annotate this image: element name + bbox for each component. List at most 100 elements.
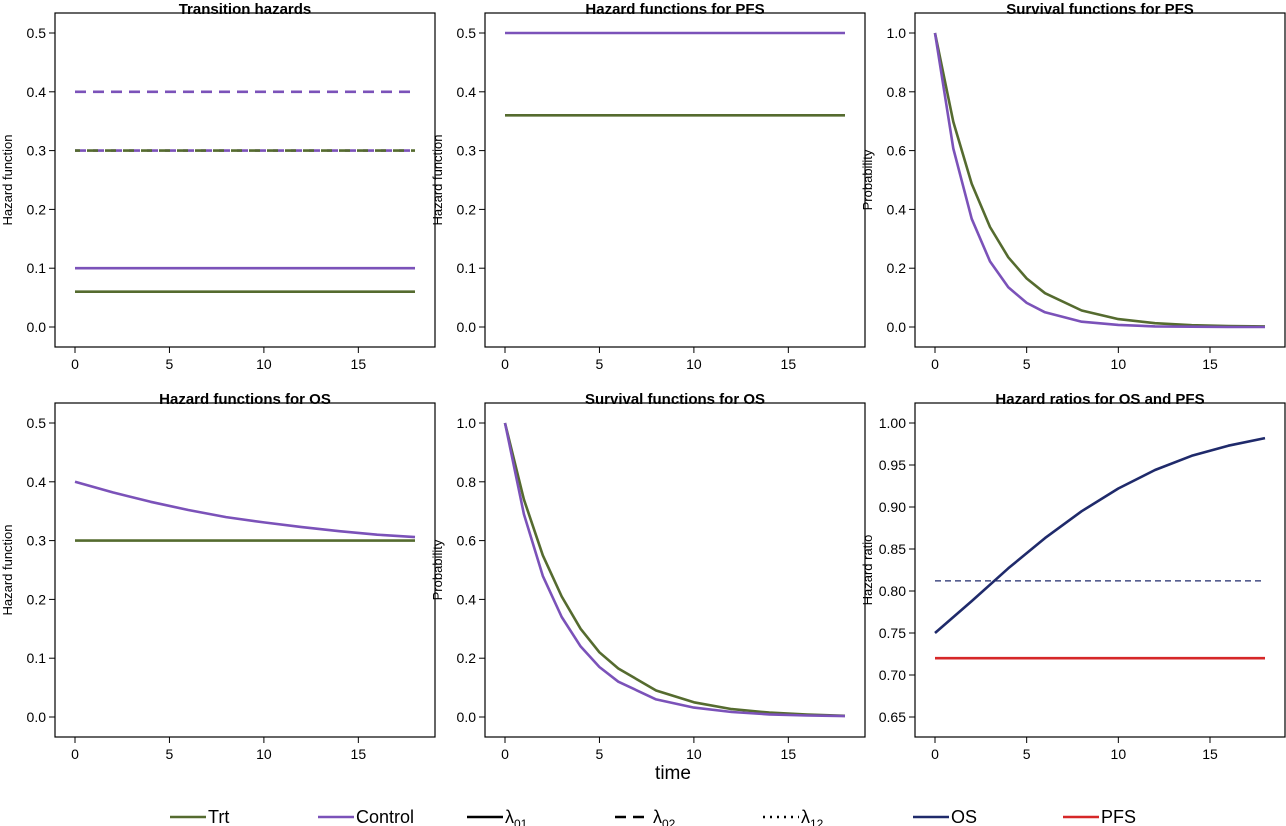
legend-label: Trt bbox=[208, 807, 229, 826]
panels: 0 5 10 15 0.0 0.1 0.2 0.3 0.4 0.5 Hazard function T… bbox=[0, 1, 1286, 762]
x-tick-label: 10 bbox=[686, 356, 702, 372]
x-tick-label: 0 bbox=[931, 746, 939, 762]
x-tick-label: 10 bbox=[256, 356, 272, 372]
y-tick-label: 0.6 bbox=[457, 533, 477, 549]
legend-label: Control bbox=[356, 807, 414, 826]
y-tick-label: 0.3 bbox=[27, 143, 47, 159]
y-axis-label: Probability bbox=[430, 539, 445, 600]
panel-hazard-functions-for-os: 0 5 10 15 0.0 0.1 0.2 0.3 0.4 0.5 Hazard function H… bbox=[0, 391, 436, 762]
panel-title: Hazard functions for OS bbox=[159, 391, 331, 408]
y-tick-label: 0.4 bbox=[457, 591, 477, 607]
panel-transition-hazards: 0 5 10 15 0.0 0.1 0.2 0.3 0.4 0.5 Hazard function T… bbox=[0, 1, 436, 372]
series-os-0 bbox=[934, 436, 1266, 634]
panel-hazard-functions-for-pfs: 0 5 10 15 0.0 0.1 0.2 0.3 0.4 0.5 Hazard function H… bbox=[430, 1, 866, 372]
legend-item-lambda-02: λ02 bbox=[615, 807, 676, 826]
y-tick-label: 0.4 bbox=[27, 474, 47, 490]
y-tick-label: 0.65 bbox=[879, 709, 906, 725]
x-tick-label: 15 bbox=[781, 356, 797, 372]
x-tick-label: 15 bbox=[1202, 356, 1218, 372]
y-tick-label: 0.1 bbox=[27, 650, 47, 666]
y-axis-label: Hazard ratio bbox=[860, 535, 875, 606]
y-tick-label: 0.4 bbox=[887, 201, 907, 217]
y-tick-label: 0.1 bbox=[457, 260, 477, 276]
plot-frame bbox=[54, 12, 436, 348]
y-axis-label: Hazard function bbox=[0, 134, 15, 225]
legend-item-os: OS bbox=[913, 807, 977, 826]
y-tick-label: 1.0 bbox=[457, 415, 477, 431]
y-axis-label: Probability bbox=[860, 149, 875, 210]
x-tick-label: 15 bbox=[351, 356, 367, 372]
legend-label: λ01 bbox=[505, 807, 528, 826]
legend-item-lambda-12: λ12 bbox=[763, 807, 824, 826]
y-tick-label: 0.2 bbox=[27, 201, 47, 217]
x-tick-label: 5 bbox=[166, 356, 174, 372]
x-axis-title: time bbox=[655, 763, 691, 784]
x-tick-label: 15 bbox=[781, 746, 797, 762]
panel-title: Hazard functions for PFS bbox=[585, 1, 764, 18]
y-tick-label: 0.8 bbox=[457, 474, 477, 490]
legend-label: λ12 bbox=[801, 807, 824, 826]
y-tick-label: 0.85 bbox=[879, 541, 906, 557]
plot-frame bbox=[484, 402, 866, 738]
y-tick-label: 0.2 bbox=[457, 650, 477, 666]
panel-hazard-ratios-for-os-and-pfs: 0 5 10 15 0.65 0.70 0.75 0.80 0.85 0.90 0.95 1.00 Ha… bbox=[860, 391, 1286, 762]
plot-frame bbox=[484, 12, 866, 348]
x-tick-label: 15 bbox=[1202, 746, 1218, 762]
legend-label: OS bbox=[951, 807, 977, 826]
legend-item-trt: Trt bbox=[170, 807, 229, 826]
x-tick-label: 0 bbox=[71, 746, 79, 762]
plot-frame bbox=[914, 402, 1286, 738]
series-control-1 bbox=[933, 32, 1265, 329]
y-tick-label: 0.3 bbox=[457, 143, 477, 159]
x-tick-label: 15 bbox=[351, 746, 367, 762]
panel-survival-functions-for-pfs: 0 5 10 15 0.0 0.2 0.4 0.6 0.8 1.0 Probability Survi… bbox=[860, 1, 1286, 372]
legend: Trt Control λ01 λ02 λ12 OS PFS bbox=[170, 807, 1136, 826]
y-tick-label: 0.5 bbox=[457, 25, 477, 41]
y-tick-label: 0.0 bbox=[887, 319, 907, 335]
y-tick-label: 0.0 bbox=[457, 709, 477, 725]
y-tick-label: 0.8 bbox=[887, 84, 907, 100]
y-axis-label: Hazard function bbox=[0, 524, 15, 615]
y-axis-label: Hazard function bbox=[430, 134, 445, 225]
panel-title: Hazard ratios for OS and PFS bbox=[995, 391, 1204, 408]
x-tick-label: 0 bbox=[931, 356, 939, 372]
x-tick-label: 0 bbox=[501, 746, 509, 762]
x-tick-label: 0 bbox=[501, 356, 509, 372]
y-tick-label: 0.6 bbox=[887, 143, 907, 159]
y-tick-label: 1.00 bbox=[879, 415, 906, 431]
x-tick-label: 10 bbox=[686, 746, 702, 762]
y-tick-label: 0.2 bbox=[887, 260, 907, 276]
y-tick-label: 1.0 bbox=[887, 25, 907, 41]
series-control-1 bbox=[503, 422, 846, 718]
y-tick-label: 0.0 bbox=[27, 319, 47, 335]
x-tick-label: 5 bbox=[596, 746, 604, 762]
series-trt-0 bbox=[503, 422, 846, 718]
plot-frame bbox=[914, 12, 1286, 348]
x-tick-label: 5 bbox=[1023, 356, 1031, 372]
y-tick-label: 0.4 bbox=[27, 84, 47, 100]
plot-frame bbox=[54, 402, 436, 738]
x-tick-label: 10 bbox=[1111, 356, 1127, 372]
y-tick-label: 0.5 bbox=[27, 415, 47, 431]
y-tick-label: 0.95 bbox=[879, 457, 906, 473]
series-control-0 bbox=[74, 480, 416, 539]
legend-item-pfs: PFS bbox=[1063, 807, 1136, 826]
series-trt-0 bbox=[933, 32, 1266, 328]
legend-item-lambda-01: λ01 bbox=[467, 807, 528, 826]
x-tick-label: 5 bbox=[596, 356, 604, 372]
y-tick-label: 0.2 bbox=[457, 201, 477, 217]
x-tick-label: 10 bbox=[256, 746, 272, 762]
panel-survival-functions-for-os: 0 5 10 15 0.0 0.2 0.4 0.6 0.8 1.0 Probability Survi… bbox=[430, 391, 866, 762]
panel-title: Survival functions for PFS bbox=[1006, 1, 1194, 18]
y-tick-label: 0.75 bbox=[879, 625, 906, 641]
y-tick-label: 0.90 bbox=[879, 499, 906, 515]
y-tick-label: 0.2 bbox=[27, 591, 47, 607]
y-tick-label: 0.70 bbox=[879, 667, 906, 683]
y-tick-label: 0.0 bbox=[457, 319, 477, 335]
panel-title: Survival functions for OS bbox=[585, 391, 765, 408]
legend-label: PFS bbox=[1101, 807, 1136, 826]
legend-item-control: Control bbox=[318, 807, 414, 826]
y-tick-label: 0.0 bbox=[27, 709, 47, 725]
x-tick-label: 10 bbox=[1111, 746, 1127, 762]
